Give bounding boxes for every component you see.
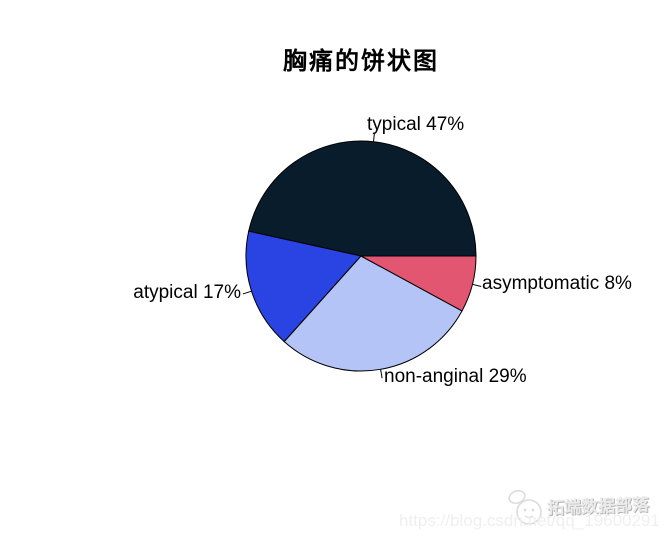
pie-slice-non-anginal	[283, 255, 463, 372]
slice-label-asymptomatic: asymptomatic 8%	[482, 273, 632, 294]
pie-slice-atypical	[245, 230, 362, 343]
chart-title: 胸痛的饼状图	[283, 48, 439, 75]
leader-tick-non-anginal	[380, 369, 383, 379]
pie-slice-asymptomatic	[360, 255, 477, 312]
slice-label-non-anginal: non-anginal 29%	[384, 366, 527, 387]
leader-tick-atypical	[242, 290, 252, 295]
slice-label-atypical: atypical 17%	[133, 282, 241, 303]
slice-label-typical: typical 47%	[367, 114, 465, 135]
leader-tick-asymptomatic	[472, 283, 482, 288]
leader-tick-typical	[372, 132, 375, 142]
pie-slice-typical	[248, 140, 477, 257]
